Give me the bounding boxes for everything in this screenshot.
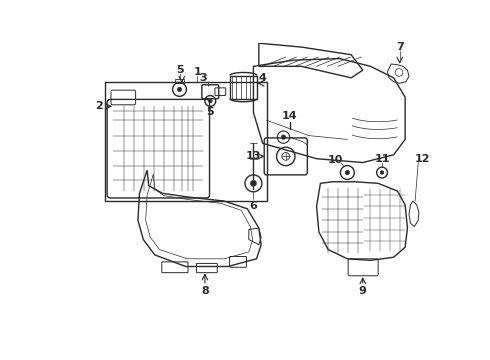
Text: 2: 2 xyxy=(96,101,103,111)
Text: 5: 5 xyxy=(206,108,214,117)
Text: 11: 11 xyxy=(374,154,390,164)
Circle shape xyxy=(345,170,350,175)
Text: 4: 4 xyxy=(259,73,267,83)
Text: 13: 13 xyxy=(246,152,261,161)
Bar xyxy=(175,78,184,83)
Text: 1: 1 xyxy=(194,67,201,77)
Circle shape xyxy=(208,99,212,103)
Text: 9: 9 xyxy=(359,286,367,296)
Text: 7: 7 xyxy=(396,42,404,52)
Bar xyxy=(230,76,257,99)
Text: 3: 3 xyxy=(199,73,207,83)
Text: 12: 12 xyxy=(415,154,431,164)
Text: 8: 8 xyxy=(201,286,209,296)
Circle shape xyxy=(380,171,384,175)
Circle shape xyxy=(281,135,286,139)
Bar xyxy=(105,82,267,201)
Text: 10: 10 xyxy=(328,155,343,165)
Circle shape xyxy=(250,180,257,186)
Text: 6: 6 xyxy=(249,202,257,211)
Text: 5: 5 xyxy=(176,65,183,75)
Text: 14: 14 xyxy=(282,111,297,121)
Circle shape xyxy=(177,87,182,92)
